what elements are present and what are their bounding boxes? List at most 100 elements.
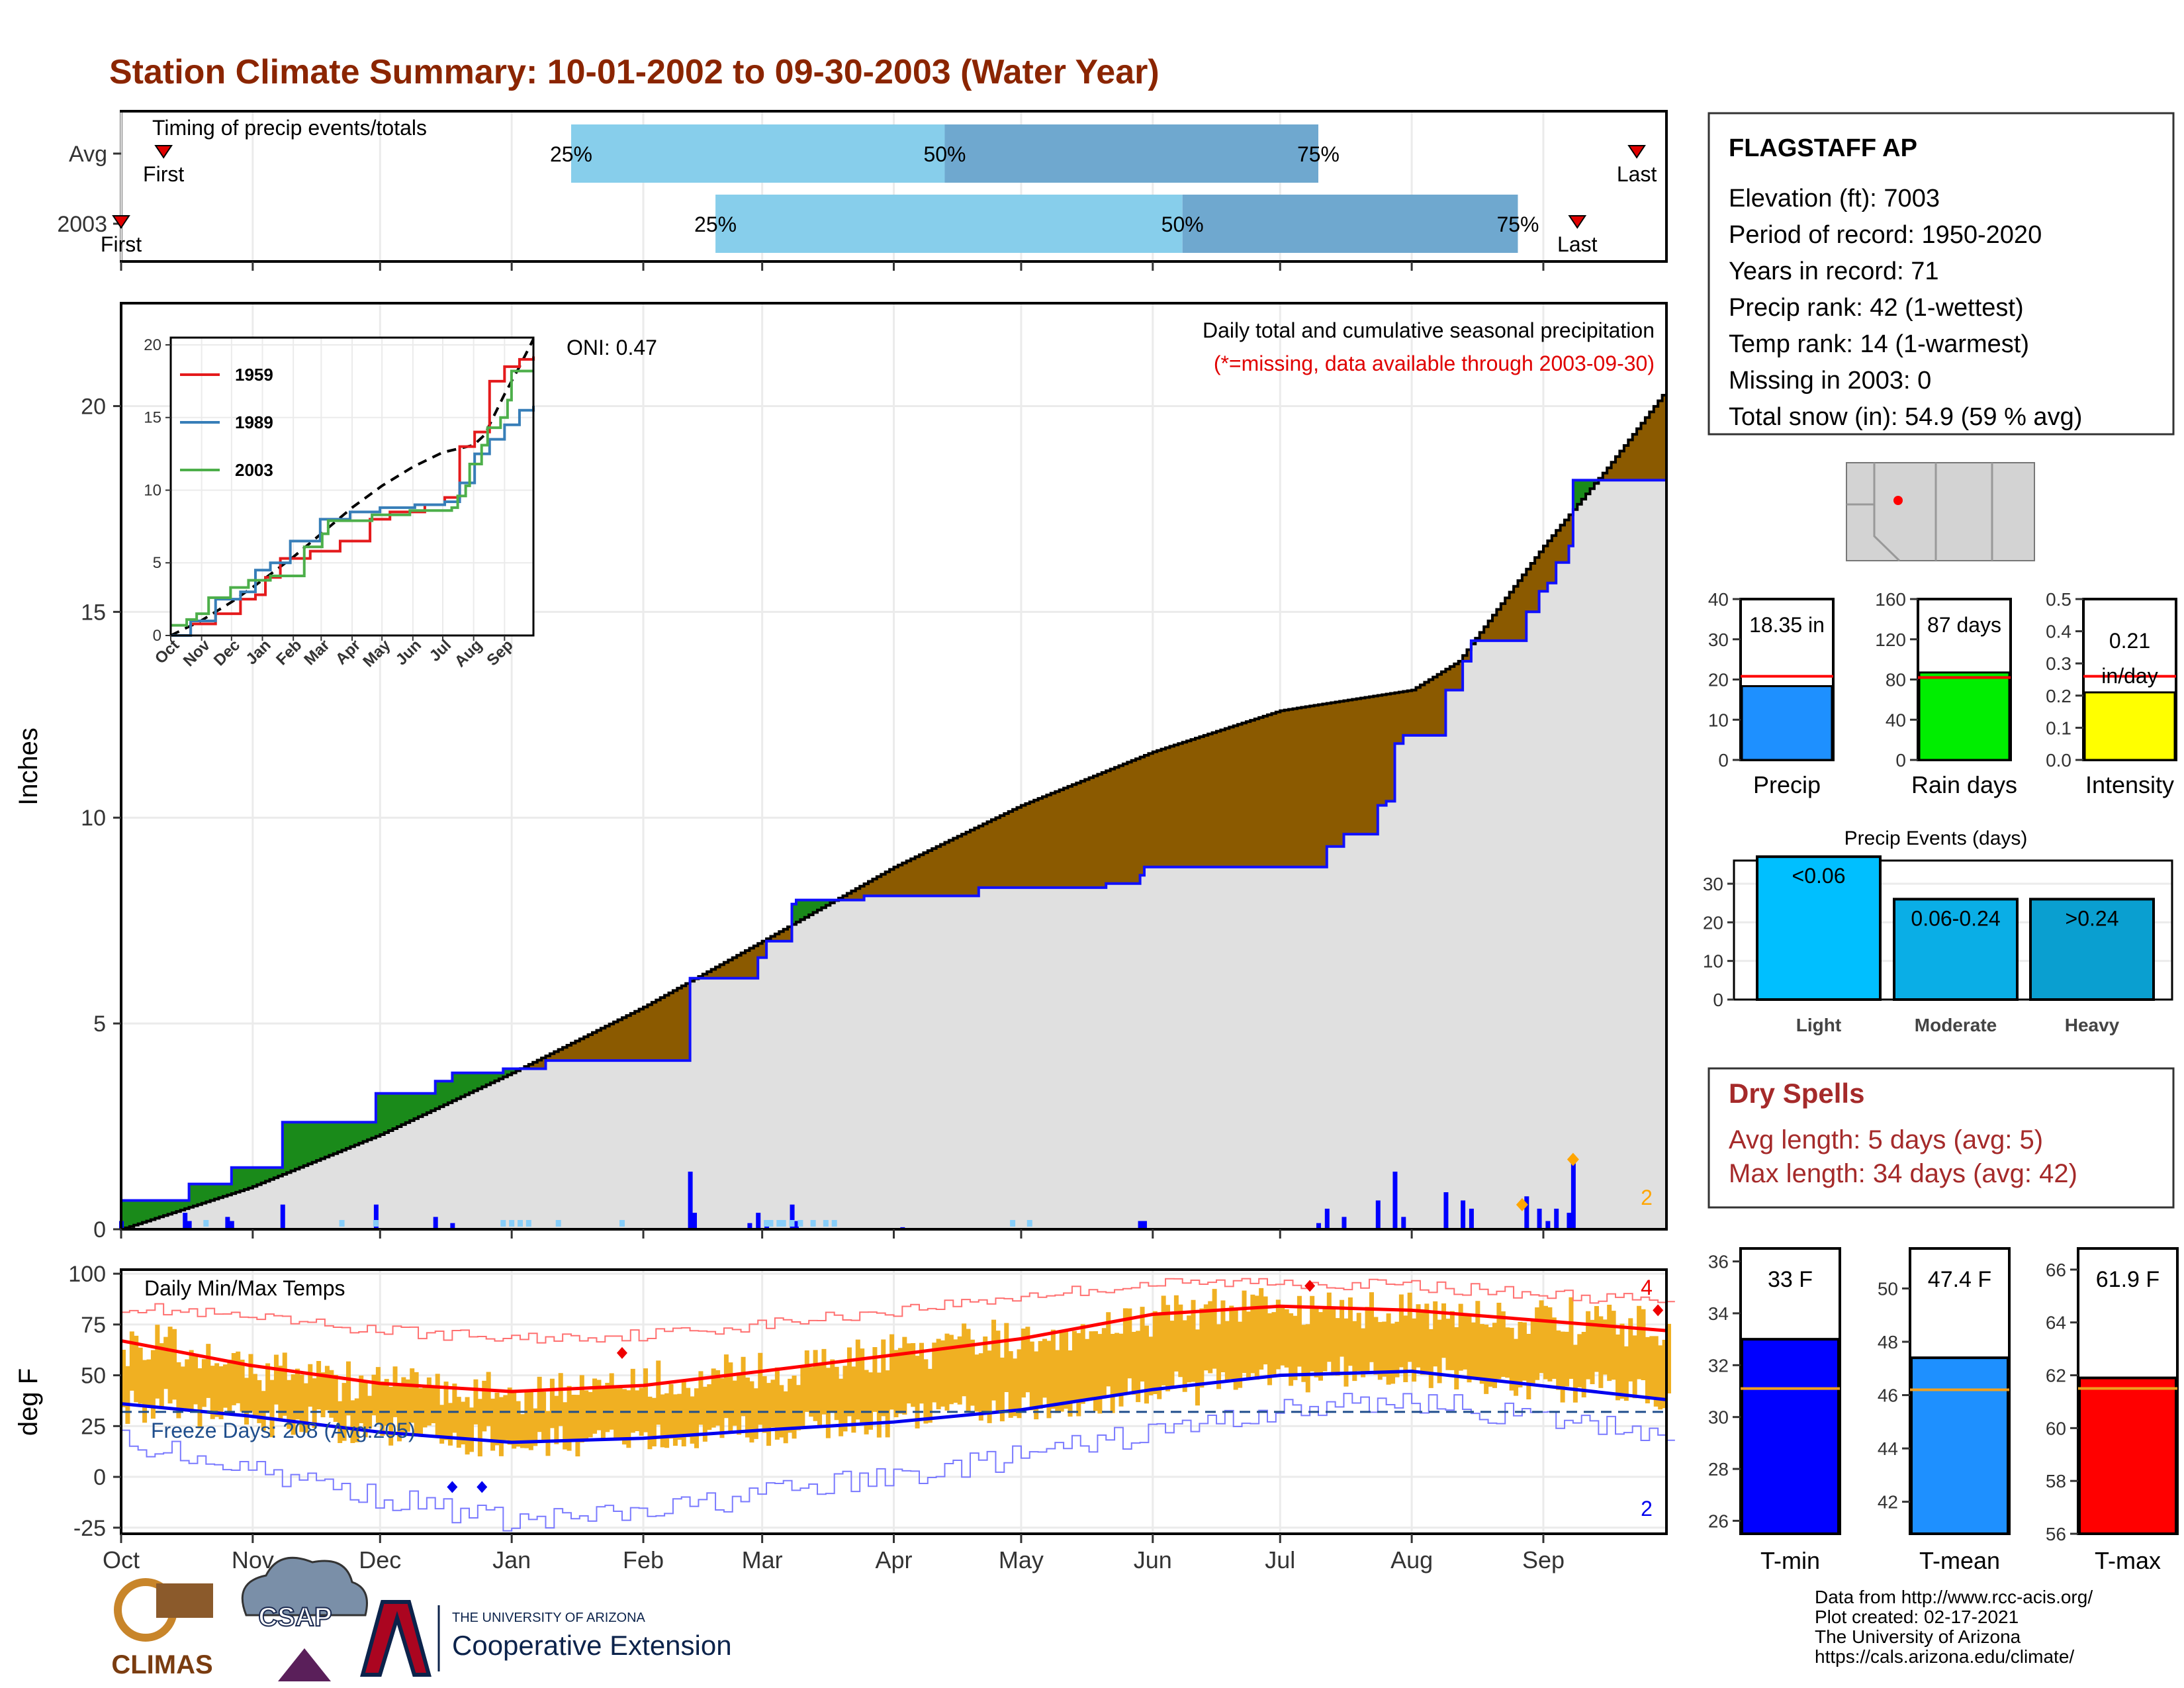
snow-mark xyxy=(339,1220,345,1227)
record-min-marker xyxy=(477,1481,488,1493)
temp-stat-y-tick-label: 62 xyxy=(2046,1366,2066,1386)
credit-line: Plot created: 02-17-2021 xyxy=(1815,1607,2019,1627)
timing-row-name: 2003 xyxy=(57,212,107,237)
snow-mark xyxy=(776,1220,782,1227)
daily-precip-bar xyxy=(790,1204,795,1229)
stat-y-tick-label: 10 xyxy=(1708,710,1729,730)
station-info-line: Total snow (in): 54.9 (59 % avg) xyxy=(1729,403,2082,431)
stat-y-tick-label: 0 xyxy=(1718,750,1729,771)
timing-q25-label: 25% xyxy=(550,142,592,166)
inset-series-line-2003 xyxy=(171,369,533,627)
timing-q75-label: 75% xyxy=(1496,212,1539,236)
timing-q50-label: 50% xyxy=(923,142,966,166)
temp-stat-value-T-max: 61.9 F xyxy=(2096,1267,2160,1292)
stat-y-tick-label: 30 xyxy=(1708,630,1729,650)
stat-bar-Rain days xyxy=(1918,671,2011,761)
temp-stat-y-tick-label: 30 xyxy=(1708,1407,1729,1428)
csap-mountain-icon xyxy=(278,1648,331,1681)
temps-x-tick-label: Oct xyxy=(103,1546,140,1573)
daily-precip-bar xyxy=(187,1221,192,1229)
timing-last-marker xyxy=(1568,215,1587,229)
daily-precip-bar xyxy=(1443,1192,1449,1229)
timing-q50-label: 50% xyxy=(1161,212,1204,236)
precip-y-tick-label: 10 xyxy=(81,806,106,831)
precip-record-count: 2 xyxy=(1641,1186,1653,1209)
temps-x-tick-label: Jan xyxy=(492,1546,531,1573)
inset-y-tick-label: 15 xyxy=(144,409,161,427)
temps-y-axis-label: deg F xyxy=(14,1368,43,1436)
daily-precip-bar xyxy=(1554,1208,1559,1229)
snow-mark xyxy=(555,1220,561,1227)
temps-y-tick-label: 50 xyxy=(81,1364,106,1389)
precip-record-marker xyxy=(1516,1197,1528,1211)
events-title: Precip Events (days) xyxy=(1844,827,2028,849)
daily-precip-bar xyxy=(1537,1208,1542,1229)
event-label-Heavy: Heavy xyxy=(2065,1015,2120,1035)
snow-mark xyxy=(768,1220,774,1227)
deficit-fill xyxy=(520,395,1666,1069)
stat-y-tick-label: 0.4 xyxy=(2046,622,2071,642)
snow-mark xyxy=(797,1220,803,1227)
temp-stat-y-tick-label: 50 xyxy=(1878,1278,1898,1299)
events-y-tick-label: 0 xyxy=(1713,990,1723,1010)
snow-mark xyxy=(823,1220,829,1227)
ua-logo-icon xyxy=(360,1600,432,1677)
average-min-line xyxy=(120,1369,1667,1444)
record-min-count: 2 xyxy=(1641,1497,1653,1521)
timing-panel: Timing of precip events/totals Avg 25% 50% 7… xyxy=(57,110,1668,271)
credit-line: The University of Arizona xyxy=(1815,1626,2021,1647)
stat-y-tick-label: 0.0 xyxy=(2046,750,2071,771)
stat-bar-Precip xyxy=(1741,685,1833,761)
snow-mark xyxy=(525,1220,531,1227)
timing-q75-label: 75% xyxy=(1297,142,1340,166)
daily-precip-bar xyxy=(1461,1200,1466,1229)
record-max-marker xyxy=(616,1346,627,1359)
daily-precip-bar xyxy=(183,1213,188,1229)
temps-y-tick-label: -25 xyxy=(73,1516,106,1541)
temp-stat-label-T-max: T-max xyxy=(2095,1547,2161,1574)
dry-spells-avg: Avg length: 5 days (avg: 5) xyxy=(1729,1125,2043,1154)
precip-y-tick-label: 15 xyxy=(81,600,106,625)
event-bar-Moderate xyxy=(1893,898,2019,1002)
inset-average-line xyxy=(170,338,535,637)
timing-row-name: Avg xyxy=(69,142,107,167)
oni-label: ONI: 0.47 xyxy=(567,336,657,359)
temps-x-tick-label: Dec xyxy=(359,1546,401,1573)
timing-first-label: First xyxy=(101,232,142,256)
observed-cumulative-line xyxy=(121,479,1666,1202)
stat-value-unit-Intensity: in/day xyxy=(2101,664,2158,688)
temp-stat-label-T-min: T-min xyxy=(1760,1547,1820,1574)
inset-y-tick-label: 0 xyxy=(153,627,161,645)
precip-caption: Daily total and cumulative seasonal prec… xyxy=(1203,318,1655,342)
daily-precip-bar xyxy=(1401,1217,1406,1229)
timing-q25-label: 25% xyxy=(694,212,737,236)
csap-logo-text: CSAP xyxy=(258,1603,332,1632)
events-y-tick-label: 10 xyxy=(1703,951,1723,972)
temp-stat-y-tick-label: 44 xyxy=(1878,1438,1898,1459)
temps-y-tick-label: 25 xyxy=(81,1414,106,1439)
temp-stat-bar-T-mean xyxy=(1910,1356,2009,1535)
event-value-Moderate: 0.06-0.24 xyxy=(1911,906,2000,930)
timing-first-marker xyxy=(154,145,173,159)
inset-legend-label-1959: 1959 xyxy=(235,365,273,385)
temp-stat-y-tick-label: 48 xyxy=(1878,1332,1898,1352)
inset-y-tick-label: 20 xyxy=(144,336,161,354)
daily-precip-bar xyxy=(280,1204,285,1229)
temp-stat-y-tick-label: 58 xyxy=(2046,1471,2066,1491)
station-info-box xyxy=(1707,112,2175,436)
station-info-line: Period of record: 1950-2020 xyxy=(1729,221,2042,249)
temp-stat-y-tick-label: 46 xyxy=(1878,1385,1898,1406)
dry-spells-box xyxy=(1707,1067,2175,1209)
station-info-line: Years in record: 71 xyxy=(1729,258,1939,285)
daily-precip-bar xyxy=(229,1221,234,1229)
average-cumulative-line xyxy=(121,389,1668,1231)
stat-label-Intensity: Intensity xyxy=(2085,771,2174,798)
snow-mark xyxy=(500,1220,506,1227)
ua-extension-text: Cooperative Extension xyxy=(452,1630,732,1661)
locator-map xyxy=(1846,462,2035,561)
daily-precip-bar xyxy=(1570,1163,1576,1229)
daily-precip-bar xyxy=(1375,1200,1381,1229)
dry-spells-max: Max length: 34 days (avg: 42) xyxy=(1729,1159,2077,1188)
snow-mark xyxy=(810,1220,816,1227)
inset-legend-label-2003: 2003 xyxy=(235,460,273,480)
